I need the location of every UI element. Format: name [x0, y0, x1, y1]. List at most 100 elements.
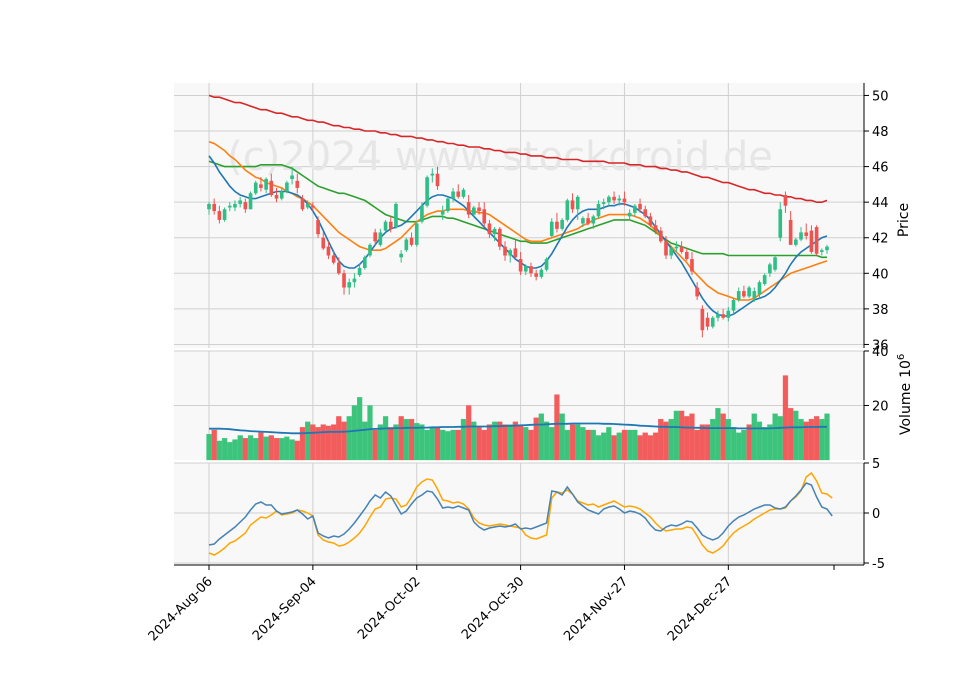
volume-bar: [689, 413, 695, 461]
volume-bar: [460, 418, 467, 461]
volume-bar: [741, 429, 747, 461]
volume-bar: [782, 375, 789, 461]
candle-body: [757, 282, 762, 295]
candle-body: [466, 202, 471, 215]
candle-body: [305, 203, 310, 208]
candle-body: [612, 196, 616, 201]
candle-body: [337, 262, 341, 274]
candle-body: [425, 177, 429, 206]
ma_long-line: [208, 160, 827, 259]
volume-bar: [616, 432, 622, 461]
volume-bar: [627, 429, 633, 461]
macd-tick-label: 0: [872, 507, 880, 522]
price-tick-label: 38: [872, 303, 889, 318]
candle-body: [648, 216, 653, 226]
volume-bar: [798, 418, 804, 461]
volume-bar: [528, 429, 534, 461]
candle-body: [669, 248, 674, 256]
volume-bar: [242, 438, 248, 461]
volume-bar: [538, 413, 544, 461]
candle-body: [768, 264, 772, 274]
volume-bar: [206, 433, 212, 461]
candle-body: [565, 200, 570, 220]
volume-bar: [294, 440, 300, 461]
candle-body: [794, 239, 798, 245]
candle-body: [601, 202, 606, 204]
volume-bar: [372, 429, 378, 461]
candle-body: [710, 317, 715, 327]
volume-bar: [377, 424, 383, 461]
candle-body: [243, 202, 248, 210]
volume-bar: [549, 427, 555, 461]
candle-body: [233, 203, 237, 208]
volume-bar: [471, 421, 477, 461]
volume-bar: [382, 416, 389, 461]
volume-bar: [559, 413, 565, 461]
candle-body: [684, 251, 689, 260]
candle-body: [290, 175, 294, 180]
volume-bar: [767, 424, 773, 461]
candle-body: [378, 232, 383, 245]
volume-bar: [336, 416, 342, 461]
macd-tick-label: -5: [872, 557, 885, 572]
volume-tick-label: 20: [872, 400, 889, 415]
candle-body: [394, 203, 398, 228]
volume-bar: [601, 432, 607, 461]
price-series: [207, 94, 829, 338]
volume-bar: [258, 432, 264, 461]
volume-bar: [658, 418, 664, 461]
volume-bar: [429, 427, 435, 461]
volume-bar: [512, 421, 519, 461]
volume-bar: [736, 432, 742, 461]
volume-bar: [808, 418, 815, 461]
candle-body: [492, 228, 497, 235]
candle-body: [472, 207, 476, 215]
candle-body: [581, 218, 585, 224]
candle-body: [326, 246, 331, 256]
macd-panel: [174, 463, 864, 565]
macd-series: [208, 471, 833, 556]
candle-body: [778, 209, 783, 238]
candle-body: [591, 216, 596, 224]
volume-bar: [450, 429, 456, 461]
candle-body: [560, 219, 564, 229]
candle-body: [420, 205, 424, 222]
candle-body: [716, 314, 720, 318]
volume-bar: [517, 424, 524, 461]
volume-bar: [476, 427, 482, 461]
volume-bar: [632, 429, 638, 461]
candle-body: [259, 184, 263, 188]
candle-body: [819, 250, 824, 252]
candle-body: [664, 241, 668, 256]
volume-bar: [305, 421, 311, 461]
volume-bar: [756, 421, 763, 461]
volume-bar: [653, 432, 659, 461]
volume-bar: [569, 424, 576, 461]
volume-bar: [492, 421, 498, 461]
candle-body: [456, 191, 461, 197]
candle-body: [555, 221, 559, 229]
price-tick-label: 44: [872, 196, 889, 211]
volume-bar: [284, 436, 290, 461]
volume-bar: [388, 427, 394, 461]
volume-series: [206, 375, 830, 461]
candle-body: [814, 227, 819, 254]
volume-axis-exponent: 6: [896, 354, 907, 360]
volume-bar: [647, 435, 654, 461]
x-tick-label: 2024-Oct-02: [355, 574, 423, 642]
volume-bar: [684, 416, 690, 461]
candle-body: [451, 191, 455, 199]
candle-body: [736, 291, 741, 300]
candle-body: [212, 203, 217, 212]
volume-bar: [663, 421, 669, 461]
candle-body: [575, 196, 580, 210]
volume-axis-label: Volume 106: [896, 354, 914, 435]
candle-body: [238, 200, 242, 204]
x-tick-label: 2024-Oct-30: [459, 574, 527, 642]
price-tick-label: 48: [872, 125, 889, 140]
candle-body: [279, 191, 284, 199]
candle-body: [513, 248, 518, 258]
candle-body: [217, 211, 222, 220]
